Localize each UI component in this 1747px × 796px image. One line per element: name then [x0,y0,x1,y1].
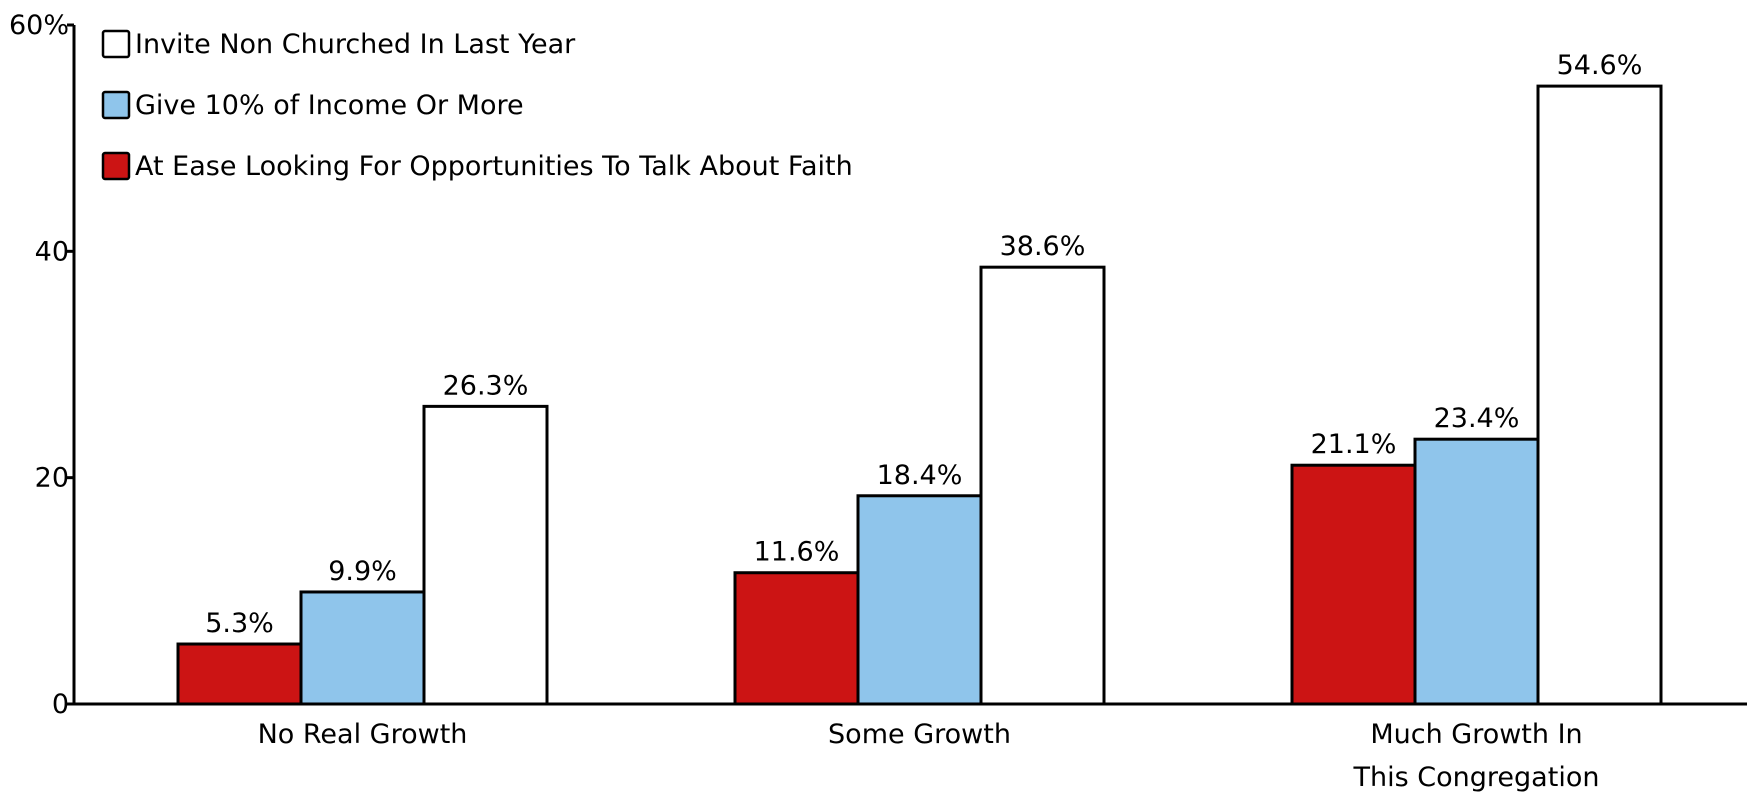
y-tick-label: 60% [9,10,69,41]
data-labels: 5.3% 11.6% 21.1% 9.9% 18.4% 23.4% 26.3% 38.6% 54… [205,50,1642,639]
bars [176,84,1663,706]
legend-swatch [101,90,131,120]
legend-swatch [101,29,131,59]
bar [1290,463,1417,706]
x-tick-label: Much Growth In [1370,719,1582,750]
legend-label: Invite Non Churched In Last Year [135,29,576,60]
legend-swatch [101,151,131,181]
data-label: 9.9% [328,556,397,587]
y-tick-label: 20 [35,463,69,494]
axes: 0 20 40 60% No Real Growth Some Growth Much Gr… [9,10,1747,793]
legend: Invite Non Churched In Last Year Give 10%… [101,29,853,182]
data-label: 11.6% [754,537,840,568]
bar [1536,84,1663,706]
bar [979,265,1106,706]
x-tick-label: This Congregation [1353,762,1600,793]
bar [422,404,549,706]
bar [733,571,860,706]
legend-label: Give 10% of Income Or More [135,90,524,121]
data-label: 5.3% [205,608,274,639]
bar [176,642,303,706]
data-label: 26.3% [443,370,529,401]
data-label: 38.6% [1000,231,1086,262]
x-tick-label: No Real Growth [258,719,468,750]
data-label: 21.1% [1311,429,1397,460]
legend-label: At Ease Looking For Opportunities To Tal… [135,151,853,182]
bar [856,494,983,706]
y-tick-label: 0 [52,689,69,720]
x-tick-label: Some Growth [828,719,1011,750]
bar [1413,437,1540,706]
y-tick-label: 40 [35,236,69,267]
data-label: 18.4% [877,460,963,491]
bar [299,590,426,706]
data-label: 23.4% [1434,403,1520,434]
data-label: 54.6% [1557,50,1643,81]
